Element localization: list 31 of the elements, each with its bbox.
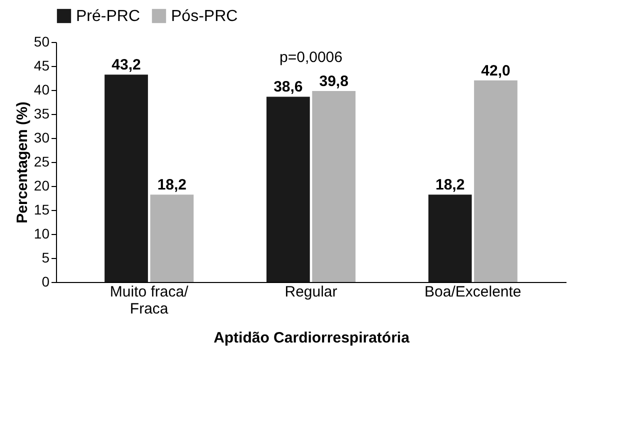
bar xyxy=(104,74,148,282)
y-tick-label: 35 xyxy=(34,106,50,122)
y-tick-label: 0 xyxy=(42,274,50,290)
y-tick-label: 30 xyxy=(34,130,50,146)
y-tick-label: 5 xyxy=(42,250,50,266)
x-tick-label: Regular xyxy=(284,284,338,300)
data-label: 42,0 xyxy=(481,62,510,80)
annotation: p=0,0006 xyxy=(280,49,342,66)
bar xyxy=(266,96,310,282)
data-label: 18,2 xyxy=(435,176,465,194)
y-tick-label: 15 xyxy=(34,202,50,218)
data-label: 18,2 xyxy=(157,176,187,194)
y-tick-label: 20 xyxy=(34,178,50,194)
bar xyxy=(474,80,518,282)
bar xyxy=(428,194,472,282)
x-tick-label: Boa/Excelente xyxy=(424,284,522,300)
y-tick-label: 50 xyxy=(34,34,50,50)
data-label: 43,2 xyxy=(112,56,141,74)
data-label: 39,8 xyxy=(319,72,348,90)
y-tick-label: 10 xyxy=(34,226,50,242)
data-label: 38,6 xyxy=(274,78,303,96)
bar xyxy=(312,90,356,282)
x-tick-label: Muito fraca/ Fraca xyxy=(110,284,190,318)
y-axis-title: Percentagem (%) xyxy=(14,102,31,224)
bar xyxy=(150,194,194,282)
y-tick-label: 45 xyxy=(34,58,50,74)
x-axis-title: Aptidão Cardiorrespiratória xyxy=(214,330,410,346)
y-tick-label: 25 xyxy=(34,154,50,170)
y-tick-label: 40 xyxy=(34,82,50,98)
legend-label: Pré-PRC xyxy=(76,8,140,25)
legend-label: Pós-PRC xyxy=(171,8,238,25)
